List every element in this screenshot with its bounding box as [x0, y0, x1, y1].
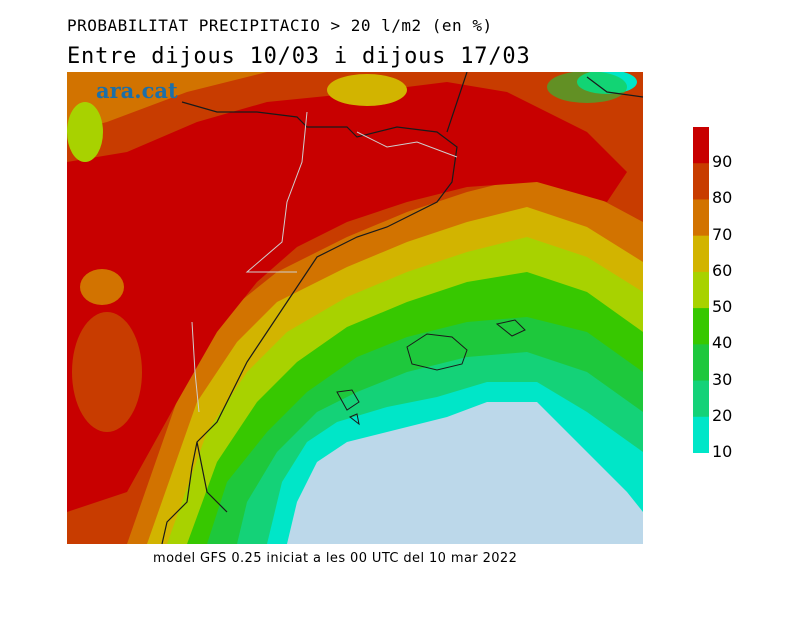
araCat-logo: ara.cat	[96, 78, 178, 103]
precipitation-probability-map	[67, 72, 643, 544]
legend-label-40: 40	[712, 333, 733, 353]
color-legend-bar	[693, 127, 709, 453]
legend-label-50: 50	[712, 297, 733, 317]
legend-swatch-20	[693, 380, 709, 418]
legend-label-90: 90	[712, 152, 733, 172]
legend-swatch-90	[693, 127, 709, 164]
legend-swatch-30	[693, 344, 709, 382]
field-pocket-50-60	[67, 102, 103, 162]
legend-label-20: 20	[712, 405, 733, 425]
legend-swatch-70	[693, 199, 709, 237]
legend-label-30: 30	[712, 369, 733, 389]
field-pocket-20-30	[547, 72, 627, 103]
map-subtitle: Entre dijous 10/03 i dijous 17/03	[67, 44, 531, 69]
legend-label-10: 10	[712, 442, 733, 461]
legend-swatch-10	[693, 416, 709, 453]
field-pocket-70-80	[80, 269, 124, 305]
islands	[336, 319, 526, 426]
legend-label-60: 60	[712, 260, 733, 280]
legend-swatch-60	[693, 235, 709, 273]
legend-swatch-80	[693, 163, 709, 200]
legend-swatch-40	[693, 308, 709, 345]
field-above-90	[67, 82, 627, 512]
legend-label-80: 80	[712, 188, 733, 208]
field-pocket-80-90	[72, 312, 142, 432]
coastline	[161, 72, 643, 544]
model-info: model GFS 0.25 iniciat a les 00 UTC del …	[153, 551, 518, 566]
map-title: PROBABILITAT PRECIPITACIO > 20 l/m2 (en …	[67, 16, 493, 35]
legend-swatch-50	[693, 271, 709, 309]
field-pocket-60-70	[327, 74, 407, 106]
legend-label-70: 70	[712, 224, 733, 244]
region-borders	[191, 111, 458, 413]
